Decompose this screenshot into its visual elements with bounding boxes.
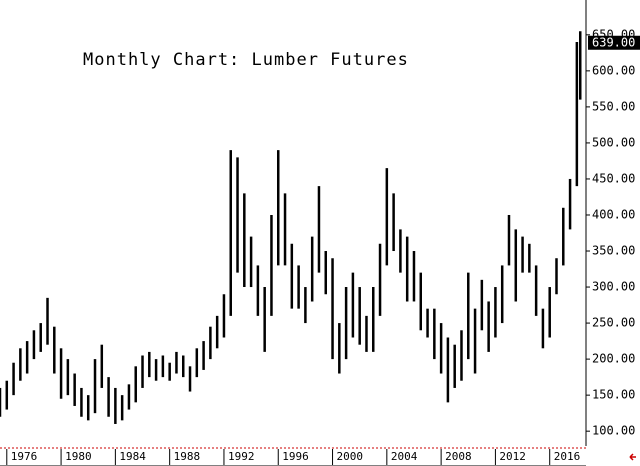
y-tick-label: 100.00 — [592, 424, 635, 438]
x-tick-label: 2008 — [445, 450, 472, 463]
y-tick-label: 450.00 — [592, 171, 635, 185]
x-tick-label: 1976 — [11, 450, 38, 463]
x-tick-label: 1992 — [228, 450, 255, 463]
last-price-box — [588, 35, 640, 50]
y-tick-label: 550.00 — [592, 99, 635, 113]
y-tick-label: 250.00 — [592, 316, 635, 330]
x-tick-label: 2012 — [499, 450, 525, 463]
y-tick-label: 400.00 — [592, 207, 635, 221]
y-tick-label: 150.00 — [592, 388, 635, 402]
last-price-label: 639.00 — [592, 35, 635, 49]
x-tick-label: 2016 — [554, 450, 581, 463]
x-tick-label: 1996 — [282, 450, 309, 463]
x-tick-label: 1984 — [119, 450, 146, 463]
x-tick-label: 2004 — [391, 450, 418, 463]
scroll-arrow[interactable] — [629, 453, 636, 461]
chart-title: Monthly Chart: Lumber Futures — [83, 50, 409, 70]
y-tick-label: 350.00 — [592, 244, 635, 258]
x-tick-label: 2000 — [337, 450, 364, 463]
y-tick-label: 300.00 — [592, 280, 635, 294]
y-tick-label: 500.00 — [592, 135, 635, 149]
x-tick-label: 1988 — [174, 450, 201, 463]
y-tick-label: 600.00 — [592, 63, 635, 77]
y-tick-label: 200.00 — [592, 352, 635, 366]
x-tick-label: 1980 — [65, 450, 92, 463]
